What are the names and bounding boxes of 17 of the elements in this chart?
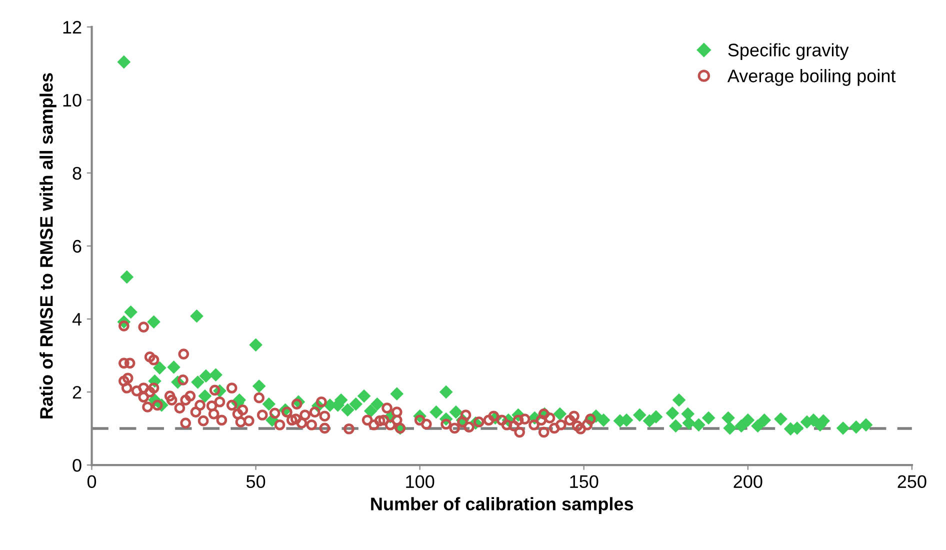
x-tick-label: 200 [734, 475, 762, 488]
y-tick-label: 10 [63, 94, 82, 107]
y-tick-label: 4 [72, 313, 82, 326]
y-tick-label: 0 [72, 458, 82, 472]
legend-label: Average boiling point [727, 69, 896, 86]
x-tick-label: 100 [406, 475, 434, 488]
x-tick-label: 150 [570, 475, 598, 488]
y-axis-title: Ratio of RMSE to RMSE with all samples [40, 73, 56, 418]
x-axis-title: Number of calibration samples [371, 497, 634, 514]
legend-label: Specific gravity [728, 43, 849, 60]
y-tick-label: 2 [72, 386, 82, 399]
x-tick-label: 0 [87, 475, 96, 488]
y-tick-label: 6 [72, 240, 82, 253]
y-tick-label: 8 [72, 166, 82, 180]
x-tick-label: 250 [898, 475, 926, 488]
y-tick-label: 12 [63, 20, 82, 34]
x-tick-label: 50 [246, 475, 266, 488]
